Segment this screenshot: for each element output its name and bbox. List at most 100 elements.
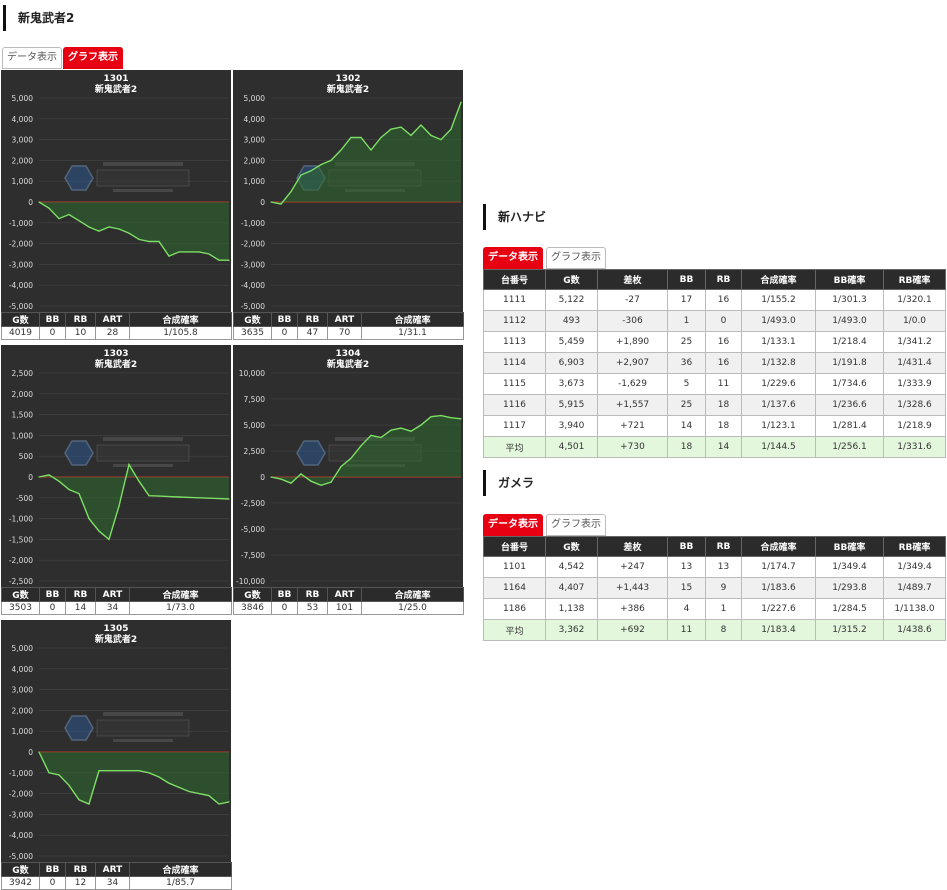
y-tick-label: 2,500 — [12, 369, 34, 378]
table-cell: 1/281.4 — [815, 415, 884, 437]
column-header[interactable]: RB確率 — [883, 269, 946, 290]
data-point — [48, 207, 50, 209]
tab-graph-view[interactable]: グラフ表示 — [546, 247, 606, 269]
column-header[interactable]: 合成確率 — [741, 269, 816, 290]
table-cell: 1/218.9 — [883, 415, 946, 437]
column-header[interactable]: 台番号 — [483, 269, 546, 290]
average-cell: 平均 — [483, 436, 546, 458]
data-area — [39, 202, 229, 261]
data-point — [88, 226, 90, 228]
column-header[interactable]: 差枚 — [597, 536, 668, 557]
y-tick-label: 500 — [19, 452, 34, 461]
stats-value: 47 — [297, 326, 328, 340]
y-tick-label: -1,000 — [241, 219, 265, 228]
shin-hanabi-data-table: 台番号 G数 差枚 BB RB 合成確率 BB確率 RB確率 1111 5,122 -27 17 16 1… — [483, 269, 946, 458]
column-header[interactable]: BB — [667, 536, 706, 557]
data-point — [138, 770, 140, 772]
y-tick-label: 0 — [28, 748, 33, 757]
tab-data-view[interactable]: データ表示 — [483, 247, 543, 269]
table-row: 1114 6,903 +2,907 36 16 1/132.8 1/191.8 1/431.4 — [483, 352, 946, 374]
machine-number: 1304 — [335, 349, 360, 359]
data-point — [118, 228, 120, 230]
table-cell: 18 — [705, 394, 742, 416]
average-row: 平均 3,362 +692 11 8 1/183.4 1/315.2 1/438.6 — [483, 619, 946, 641]
table-cell: 3,940 — [545, 415, 598, 437]
data-point — [78, 220, 80, 222]
machine-number-link[interactable]: 1101 — [483, 556, 546, 578]
column-header[interactable]: 合成確率 — [741, 536, 816, 557]
machine-number-link[interactable]: 1116 — [483, 394, 546, 416]
table-cell: 1/333.9 — [883, 373, 946, 395]
machine-name: 新鬼武者2 — [95, 83, 137, 95]
data-point — [270, 201, 272, 203]
table-cell: 18 — [705, 415, 742, 437]
tab-data-view[interactable]: データ表示 — [483, 514, 543, 536]
data-point — [370, 434, 372, 436]
data-point — [68, 488, 70, 491]
machine-number: 1305 — [103, 624, 128, 634]
stats-value: 3635 — [233, 326, 272, 340]
machine-number-link[interactable]: 1164 — [483, 577, 546, 599]
average-cell: 4,501 — [545, 436, 598, 458]
data-point — [340, 466, 342, 468]
column-header[interactable]: RB — [705, 536, 742, 557]
y-tick-label: 0 — [28, 198, 33, 207]
column-header[interactable]: G数 — [545, 269, 598, 290]
machine-number-link[interactable]: 1114 — [483, 352, 546, 374]
stats-value: 0 — [271, 326, 298, 340]
machine-number-link[interactable]: 1113 — [483, 331, 546, 353]
data-point — [78, 493, 80, 495]
stats-header: ART — [95, 312, 130, 327]
machine-number-link[interactable]: 1117 — [483, 415, 546, 437]
data-point — [390, 429, 392, 431]
column-header[interactable]: BB確率 — [815, 536, 884, 557]
data-point — [300, 174, 302, 176]
stats-header: RB — [65, 587, 96, 602]
column-header[interactable]: RB — [705, 269, 742, 290]
table-cell: 1/229.6 — [741, 373, 816, 395]
data-point — [108, 770, 110, 772]
column-header[interactable]: 台番号 — [483, 536, 546, 557]
section-title-shin-onimusha: 新鬼武者2 — [3, 5, 74, 31]
average-cell: 1/256.1 — [815, 436, 884, 458]
watermark-logo — [64, 437, 190, 467]
tab-data-view[interactable]: データ表示 — [2, 47, 62, 69]
data-point — [58, 774, 60, 776]
machine-number-link[interactable]: 1112 — [483, 310, 546, 332]
column-header[interactable]: BB確率 — [815, 269, 884, 290]
y-tick-label: -7,500 — [241, 551, 265, 560]
table-cell: 13 — [667, 556, 706, 578]
y-tick-label: 1,500 — [12, 411, 34, 420]
tab-graph-view[interactable]: グラフ表示 — [546, 514, 606, 536]
stats-header: ART — [327, 312, 362, 327]
machine-number-link[interactable]: 1115 — [483, 373, 546, 395]
machine-number-link[interactable]: 1111 — [483, 289, 546, 311]
table-cell: 16 — [705, 289, 742, 311]
table-cell: +1,443 — [597, 577, 668, 599]
column-header[interactable]: RB確率 — [883, 536, 946, 557]
data-line — [270, 101, 462, 205]
column-header[interactable]: BB — [667, 269, 706, 290]
table-cell: 1/227.6 — [741, 598, 816, 620]
section-title-gamera: ガメラ — [483, 470, 534, 496]
average-cell: 8 — [705, 619, 742, 641]
y-tick-label: -3,000 — [9, 810, 33, 819]
data-point — [88, 518, 90, 520]
machine-number-link[interactable]: 1186 — [483, 598, 546, 620]
data-point — [218, 803, 220, 805]
y-tick-label: 1,000 — [12, 727, 34, 736]
tab-graph-view[interactable]: グラフ表示 — [63, 47, 123, 69]
table-cell: 0 — [705, 310, 742, 332]
data-point — [38, 476, 40, 478]
y-tick-label: -4,000 — [241, 281, 265, 290]
column-header[interactable]: G数 — [545, 536, 598, 557]
table-cell: +1,557 — [597, 394, 668, 416]
table-cell: 1 — [667, 310, 706, 332]
watermark-logo — [64, 712, 190, 742]
stats-header: G数 — [233, 312, 272, 327]
y-tick-label: -2,500 — [241, 499, 265, 508]
column-header[interactable]: 差枚 — [597, 269, 668, 290]
table-cell: 1/123.1 — [741, 415, 816, 437]
